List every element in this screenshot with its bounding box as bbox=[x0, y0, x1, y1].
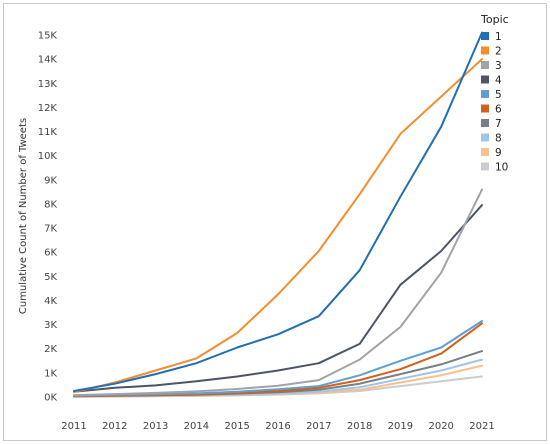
x-tick-label: 2021 bbox=[469, 421, 494, 432]
legend-label-topic-10: 10 bbox=[495, 162, 508, 174]
legend-swatch-topic-3 bbox=[481, 61, 489, 69]
series-lines bbox=[73, 31, 483, 398]
x-tick-label: 2011 bbox=[61, 421, 86, 432]
legend-swatch-topic-8 bbox=[481, 133, 489, 142]
y-tick-label: 1K bbox=[44, 368, 57, 379]
legend-label-topic-2: 2 bbox=[495, 46, 502, 58]
legend-swatch-topic-9 bbox=[481, 148, 489, 156]
y-tick-label: 15K bbox=[38, 31, 58, 42]
x-tick-label: 2015 bbox=[224, 421, 249, 432]
y-tick-label: 3K bbox=[44, 320, 57, 331]
legend-swatch-topic-6 bbox=[481, 104, 489, 113]
x-tick-label: 2012 bbox=[102, 421, 127, 432]
y-tick-label: 13K bbox=[38, 79, 58, 90]
y-tick-label: 7K bbox=[44, 224, 57, 235]
legend-label-topic-1: 1 bbox=[495, 31, 502, 43]
legend-label-topic-7: 7 bbox=[495, 118, 502, 130]
legend: Topic 1 2 3 4 5 6 7 8 9 10 bbox=[480, 13, 509, 174]
series-line-topic-3 bbox=[73, 188, 483, 397]
x-tick-label: 2019 bbox=[388, 421, 413, 432]
legend-label-topic-8: 8 bbox=[495, 133, 502, 145]
y-tick-label: 14K bbox=[38, 55, 58, 66]
legend-label-topic-9: 9 bbox=[495, 147, 502, 159]
x-tick-label: 2017 bbox=[306, 421, 331, 432]
series-line-topic-1 bbox=[73, 31, 483, 392]
x-tick-label: 2016 bbox=[265, 421, 290, 432]
y-tick-label: 12K bbox=[38, 103, 58, 114]
legend-swatch-topic-7 bbox=[481, 119, 489, 127]
legend-label-topic-5: 5 bbox=[495, 89, 502, 101]
y-tick-label: 2K bbox=[44, 344, 57, 355]
legend-swatch-topic-4 bbox=[481, 75, 489, 84]
x-axis-ticks: 2011 2012 2013 2014 2015 2016 2017 2018 2019 2020… bbox=[61, 421, 494, 432]
series-line-topic-4 bbox=[73, 204, 483, 393]
legend-swatch-topic-1 bbox=[481, 32, 489, 40]
legend-swatch-topic-2 bbox=[481, 46, 489, 55]
y-tick-label: 0K bbox=[44, 393, 57, 404]
legend-label-topic-4: 4 bbox=[495, 75, 502, 87]
y-tick-label: 5K bbox=[44, 272, 57, 283]
legend-swatch-topic-10 bbox=[481, 162, 489, 171]
x-tick-label: 2013 bbox=[143, 421, 168, 432]
series-line-topic-5 bbox=[73, 320, 483, 397]
legend-swatch-topic-5 bbox=[481, 90, 489, 98]
x-tick-label: 2020 bbox=[428, 421, 453, 432]
y-tick-label: 11K bbox=[38, 127, 58, 138]
chart-frame: Cumulative Count of Number of Tweets 0K 1… bbox=[3, 3, 547, 441]
legend-label-topic-6: 6 bbox=[495, 104, 502, 116]
y-tick-label: 4K bbox=[44, 296, 57, 307]
line-chart: Cumulative Count of Number of Tweets 0K 1… bbox=[18, 13, 509, 432]
legend-title: Topic bbox=[480, 13, 509, 26]
x-tick-label: 2018 bbox=[347, 421, 372, 432]
y-axis-ticks: 0K 1K 2K 3K 4K 5K 6K 7K 8K 9K 10K 11K 12K 13K 14K 15K bbox=[38, 31, 58, 404]
series-line-topic-2 bbox=[73, 58, 483, 394]
x-tick-label: 2014 bbox=[184, 421, 209, 432]
y-tick-label: 9K bbox=[44, 175, 57, 186]
y-tick-label: 6K bbox=[44, 248, 57, 259]
y-axis-label: Cumulative Count of Number of Tweets bbox=[18, 118, 29, 314]
y-tick-label: 8K bbox=[44, 199, 57, 210]
y-tick-label: 10K bbox=[38, 151, 58, 162]
legend-label-topic-3: 3 bbox=[495, 60, 502, 72]
